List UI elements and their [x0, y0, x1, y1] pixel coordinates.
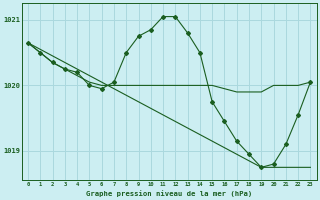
X-axis label: Graphe pression niveau de la mer (hPa): Graphe pression niveau de la mer (hPa)	[86, 190, 252, 197]
